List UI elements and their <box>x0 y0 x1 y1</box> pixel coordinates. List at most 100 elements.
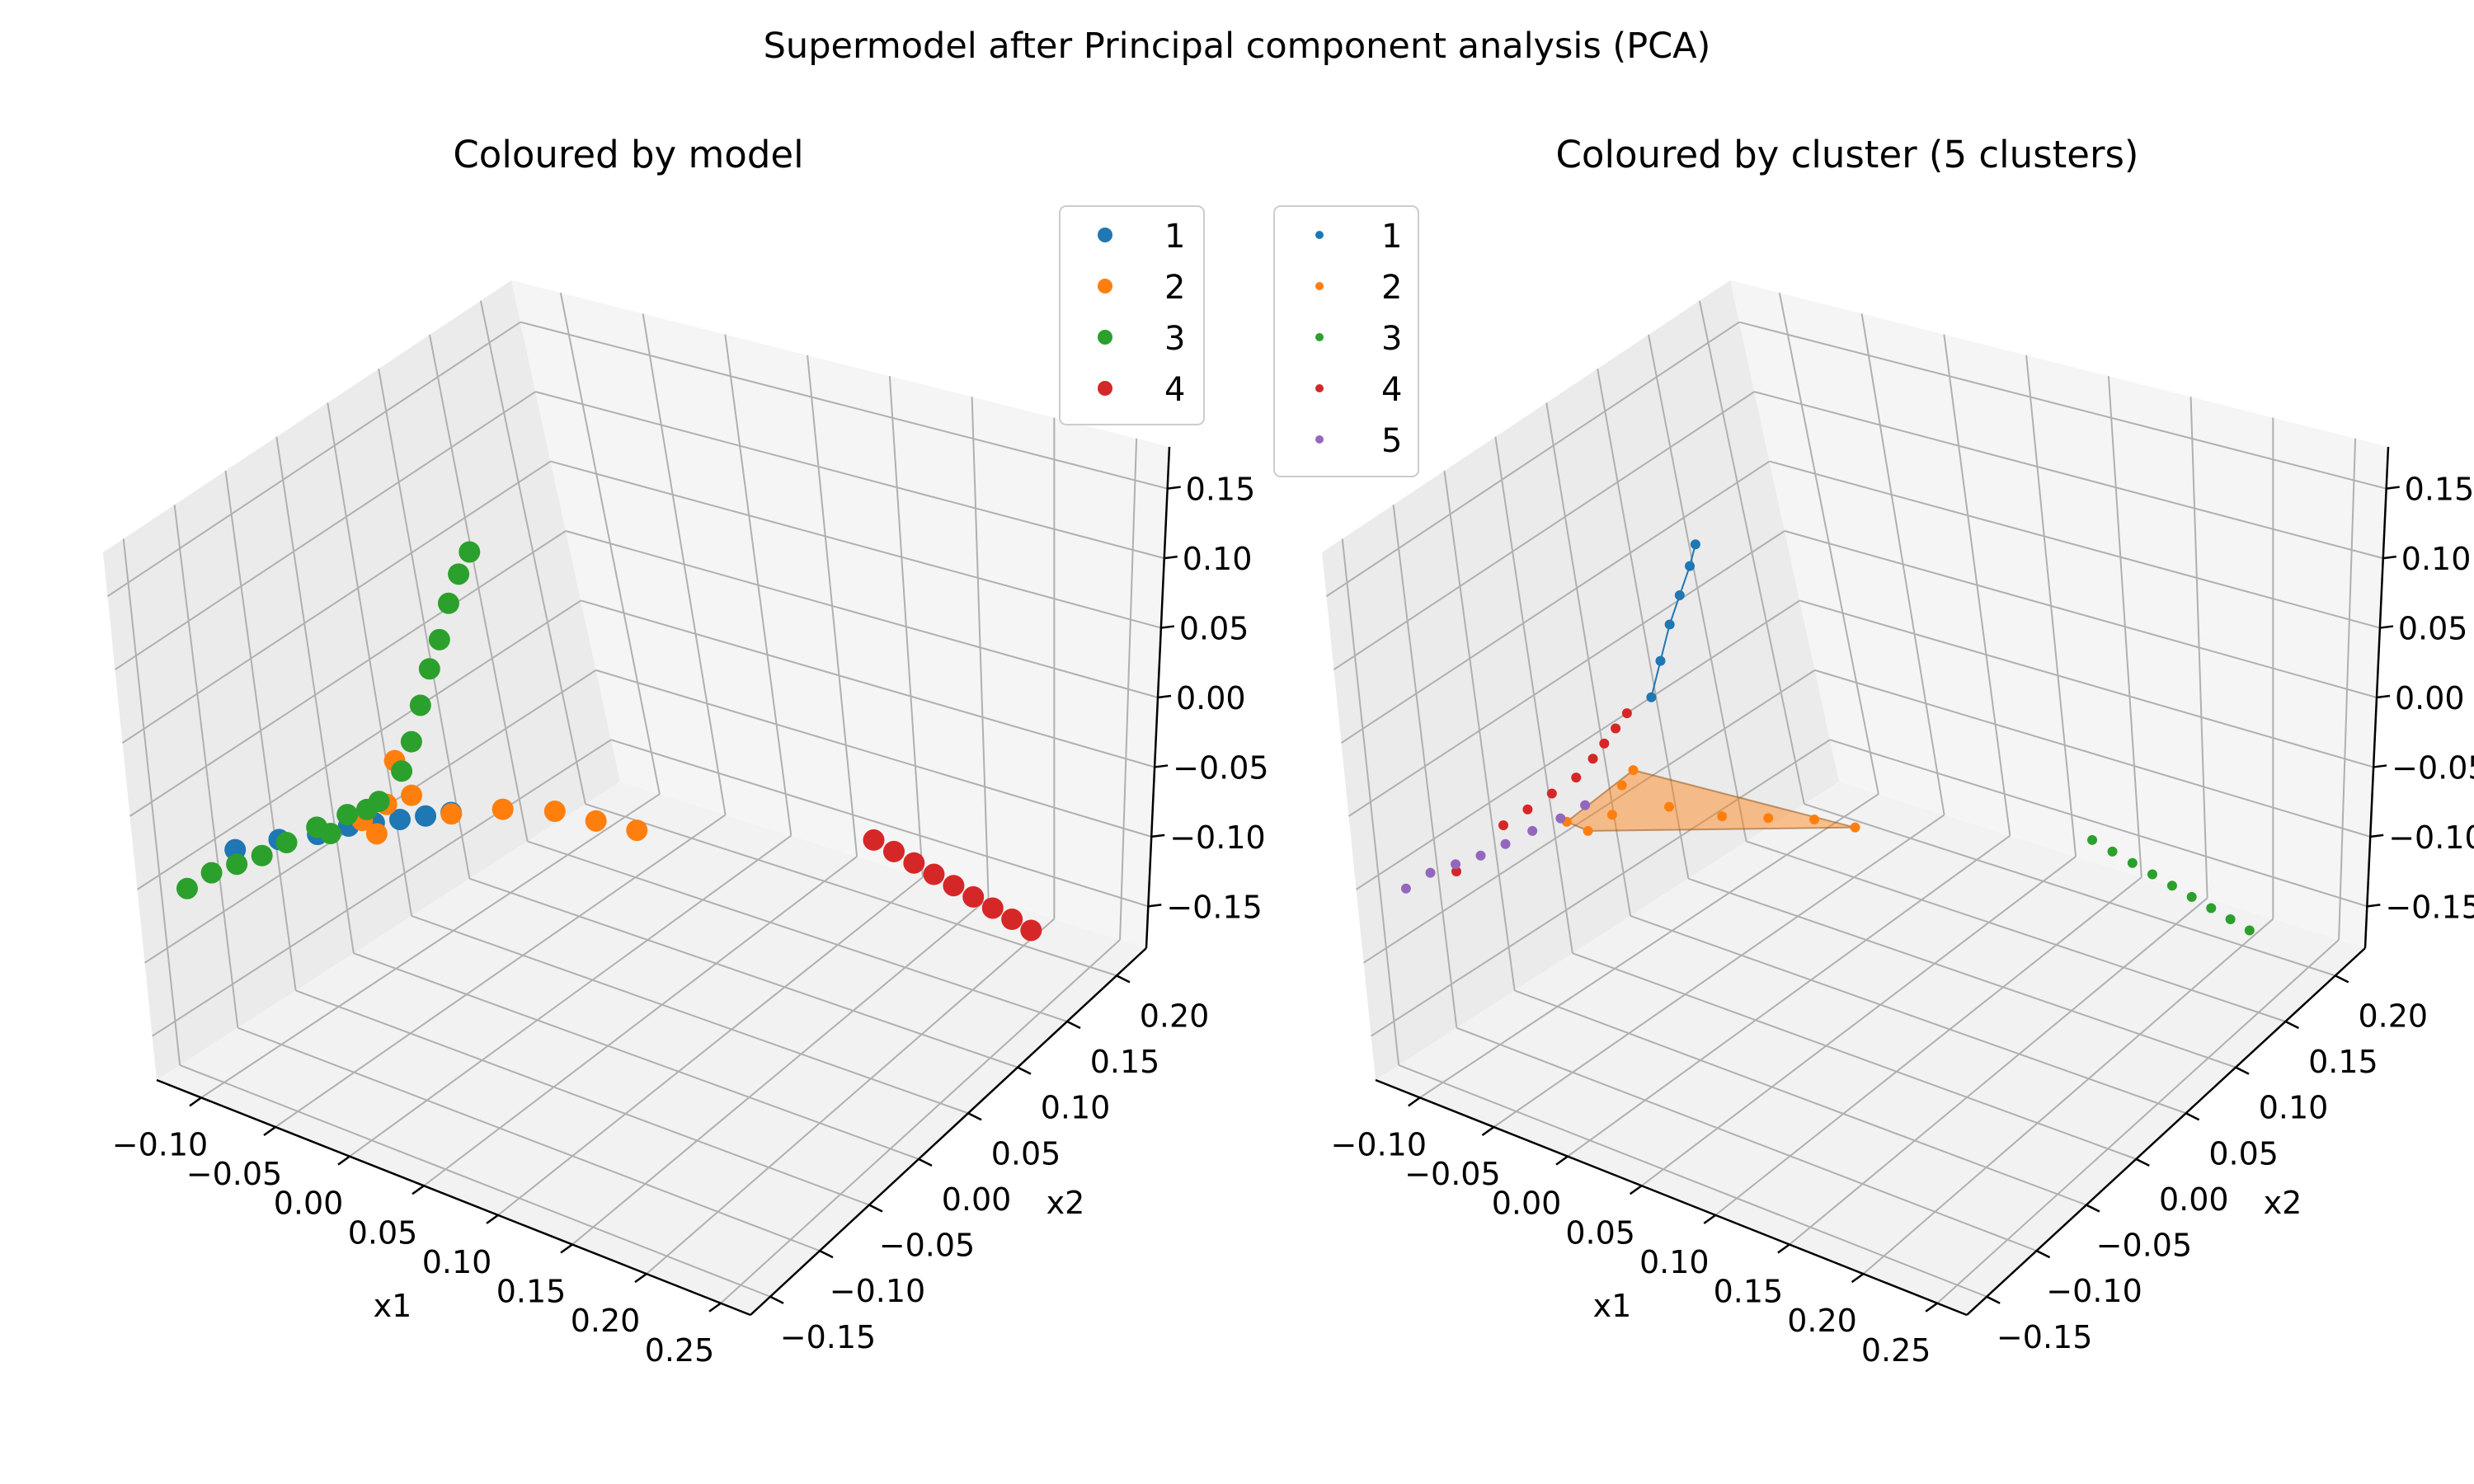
right-y-tick-4: 0.05 <box>2208 1135 2279 1172</box>
right-point-series-3-6 <box>2206 903 2217 913</box>
right-gridline-z-wall-6 <box>1325 321 1740 598</box>
left-gridline-y-floor-1 <box>237 1026 821 1252</box>
right-legend-label-5: 5 <box>1381 422 1402 460</box>
left-z-tick-4: 0.05 <box>1179 611 1249 647</box>
left-gridline-y-floor-0 <box>179 1064 771 1298</box>
left-x-tickmark-5 <box>560 1243 573 1254</box>
right-y-tick-6: 0.15 <box>2308 1044 2378 1080</box>
right-gridline-z-back-3 <box>1784 530 2378 698</box>
left-legend-marker-3 <box>1098 330 1112 345</box>
left-x-tickmark-1 <box>263 1125 276 1137</box>
right-gridline-z-back-0 <box>1829 739 2368 908</box>
right-legend-box <box>1273 205 1419 477</box>
right-point-series-4-5 <box>1599 738 1610 749</box>
right-x-tick-2: 0.00 <box>1492 1186 1562 1222</box>
right-point-series-1-0 <box>1646 692 1657 702</box>
right-point-series-2-8 <box>1850 822 1860 833</box>
left-x-tickmark-7 <box>708 1302 722 1313</box>
left-point-series-3-4 <box>275 831 298 853</box>
right-gridline-y-floor-3 <box>1572 952 2137 1160</box>
left-gridline-z-back-5 <box>535 391 1165 560</box>
right-x-axis-line <box>1375 1078 1968 1317</box>
left-x1-axis-label: x1 <box>374 1288 412 1324</box>
left-gridline-x-floor-4 <box>497 876 924 1216</box>
left-x-tickmark-3 <box>412 1185 425 1195</box>
right-gridline-y-floor-5 <box>1688 877 2236 1068</box>
right-z-tickmark-0 <box>2367 904 2381 908</box>
left-gridline-x-floor-1 <box>275 814 727 1128</box>
left-point-series-4-1 <box>882 840 905 862</box>
left-point-series-3-14 <box>448 563 470 585</box>
left-point-series-3-11 <box>418 658 440 680</box>
left-z-tick-3: 0.00 <box>1176 680 1246 716</box>
left-point-series-3-15 <box>459 541 481 563</box>
left-point-series-3-8 <box>391 760 413 782</box>
right-gridline-z-wall-5 <box>1333 391 1755 671</box>
right-y-tickmark-4 <box>2185 1112 2200 1121</box>
right-y-tickmark-0 <box>1986 1295 2001 1304</box>
right-x-tick-7: 0.25 <box>1861 1332 1931 1369</box>
right-gridline-z-wall-1 <box>1363 669 1816 964</box>
right-x-tickmark-5 <box>1777 1243 1790 1254</box>
left-point-series-3-2 <box>226 853 248 876</box>
left-z-tick-5: 0.10 <box>1183 541 1253 577</box>
left-gridline-x-floor-7 <box>720 939 1121 1304</box>
left-gridline-z-wall-4 <box>121 460 552 744</box>
left-y-tickmark-2 <box>868 1204 883 1213</box>
left-y-tick-3: 0.00 <box>942 1181 1012 1218</box>
left-z-tick-2: −0.05 <box>1173 749 1268 786</box>
right-point-series-4-7 <box>1621 708 1632 719</box>
right-gridline-z-wall-3 <box>1348 530 1785 817</box>
left-z-tickmark-4 <box>1160 625 1175 629</box>
right-gridline-z-wall-2 <box>1355 599 1800 890</box>
left-left-pane <box>103 280 620 1080</box>
right-gridline-z-wall-0 <box>1371 739 1831 1037</box>
right-x-tick-3: 0.05 <box>1565 1214 1635 1251</box>
right-z-tick-6: 0.15 <box>2405 472 2474 508</box>
right-point-series-5-3 <box>1475 850 1486 861</box>
left-point-series-3-6 <box>336 804 359 826</box>
right-legend-marker-1 <box>1315 231 1324 239</box>
right-gridline-z-back-2 <box>1799 599 2374 768</box>
right-x-tick-1: −0.05 <box>1404 1156 1500 1192</box>
right-point-series-2-6 <box>1763 813 1774 824</box>
left-legend-label-3: 3 <box>1164 320 1185 358</box>
right-data-points <box>1400 539 2255 936</box>
left-gridline-x-floor-3 <box>423 856 858 1187</box>
left-legend-marker-1 <box>1098 228 1112 242</box>
right-floor-pane <box>1376 782 2365 1315</box>
right-gridline-z-back-5 <box>1754 391 2384 560</box>
right-legend-marker-4 <box>1315 384 1324 392</box>
left-x-tick-6: 0.20 <box>571 1303 641 1339</box>
left-y-tickmark-4 <box>967 1112 982 1121</box>
left-z-tick-1: −0.10 <box>1169 819 1265 856</box>
left-legend-label-2: 2 <box>1164 269 1185 307</box>
right-axes-3d <box>1322 280 2400 1317</box>
right-chart-title: Coloured by cluster (5 clusters) <box>1556 133 2139 176</box>
left-point-series-3-16 <box>355 798 378 820</box>
right-z-tick-4: 0.05 <box>2398 611 2468 647</box>
right-legend-label-3: 3 <box>1381 320 1402 358</box>
left-gridline-y-floor-4 <box>411 914 969 1115</box>
right-gridline-x-floor-0 <box>1419 793 1879 1099</box>
left-legend: 1 2 3 4 <box>1059 205 1205 425</box>
left-z-tickmark-5 <box>1164 555 1178 560</box>
right-gridline-x-floor-5 <box>1789 897 2208 1246</box>
left-legend-marker-4 <box>1098 381 1112 396</box>
left-point-series-2-6 <box>543 801 566 823</box>
left-point-series-4-2 <box>903 852 925 874</box>
right-point-series-2-1 <box>1606 810 1617 820</box>
right-gridline-x-floor-4 <box>1714 876 2142 1216</box>
right-point-series-4-3 <box>1571 773 1582 783</box>
left-point-series-2-5 <box>492 798 514 820</box>
left-x-tick-7: 0.25 <box>645 1332 715 1369</box>
left-y-tick-1: −0.10 <box>830 1273 925 1309</box>
right-point-series-4-6 <box>1611 723 1621 734</box>
left-axes-3d <box>103 280 1181 1317</box>
right-legend-label-2: 2 <box>1381 269 1402 307</box>
left-gridline-z-back-0 <box>610 739 1149 908</box>
left-point-series-1-6 <box>415 805 437 827</box>
left-legend-marker-2 <box>1098 279 1112 294</box>
left-y-tick-7: 0.20 <box>1140 998 1210 1034</box>
